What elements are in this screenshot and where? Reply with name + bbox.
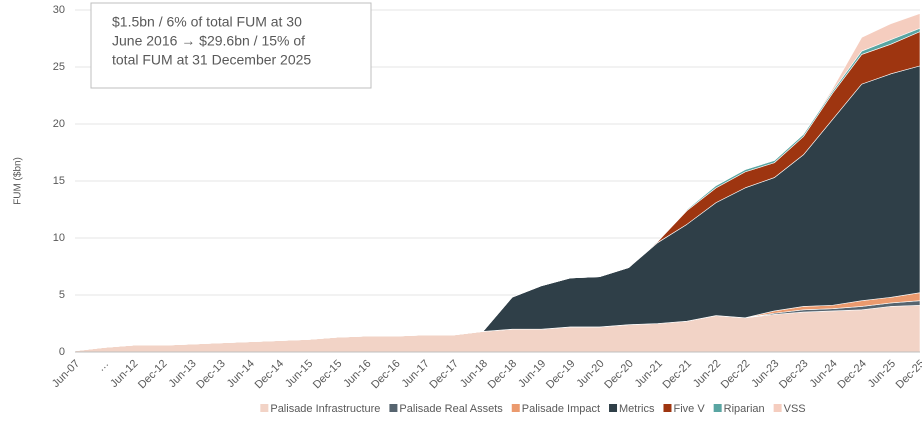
x-tick-label: Jun-24 [807,358,839,390]
legend-label: Palisade Impact [522,403,600,415]
x-tick-label: Dec-22 [719,358,753,392]
annotation-text: total FUM at 31 December 2025 [112,52,311,68]
legend-swatch [389,404,398,412]
x-tick-label: Dec-23 [777,358,811,392]
legend-swatch [663,404,672,412]
x-tick-label: Dec-17 [427,358,461,392]
x-tick-label: Jun-18 [458,358,490,390]
x-tick-label: Jun-07 [50,358,82,390]
annotation-text: $1.5bn / 6% of total FUM at 30 [112,14,302,30]
y-axis-label: FUM ($bn) [13,157,24,205]
x-tick-label: Jun-14 [225,358,257,390]
x-tick-label: Dec-20 [602,358,636,392]
x-tick-label: Jun-17 [400,358,432,390]
y-tick-label: 0 [59,346,65,358]
x-tick-label: Jun-16 [341,358,373,390]
y-tick-label: 25 [53,61,65,73]
area [74,65,921,352]
x-tick-label: Dec-21 [661,358,695,392]
y-tick-label: 10 [53,232,65,244]
x-tick-label: Dec-16 [369,358,403,392]
x-tick-label: Jun-22 [691,358,723,390]
x-tick-label: Dec-18 [486,358,520,392]
x-tick-label: Dec-25 [894,358,922,392]
legend-label: Riparian [724,403,765,415]
x-tick-label: Jun-23 [749,358,781,390]
y-tick-label: 15 [53,175,65,187]
x-tick-label: Dec-24 [835,358,869,392]
x-tick-label: Jun-20 [574,358,606,390]
legend-label: VSS [784,403,806,415]
area [74,13,921,352]
annotation-text: June 2016 → $29.6bn / 15% of [112,33,305,49]
x-tick-label: Dec-19 [544,358,578,392]
legend: Palisade Infrastructure Palisade Real Ass… [260,403,806,415]
x-tick-label: … [95,358,111,374]
x-tick-label: Jun-12 [108,358,140,390]
y-tick-label: 30 [53,4,65,16]
annotation-box [90,2,372,89]
x-tick-label: Jun-21 [633,358,665,390]
x-tick-label: Jun-15 [283,358,315,390]
x-tick-label: Jun-25 [866,358,898,390]
legend-label: Metrics [619,403,655,415]
legend-swatch [609,404,618,412]
x-tick-label: Dec-15 [311,358,345,392]
legend-label: Palisade Infrastructure [270,403,380,415]
legend-swatch [260,404,269,412]
x-tick-label: Dec-12 [136,358,170,392]
legend-label: Palisade Real Assets [399,403,503,415]
y-tick-label: 20 [53,118,65,130]
legend-swatch [713,404,722,412]
legend-swatch [773,404,782,412]
x-tick-label: Jun-13 [166,358,198,390]
x-tick-label: Jun-19 [516,358,548,390]
x-tick-label: Dec-14 [253,358,287,392]
x-tick-label: Dec-13 [194,358,228,392]
legend-label: Five V [673,403,705,415]
y-tick-label: 5 [59,289,65,301]
legend-swatch [511,404,520,412]
